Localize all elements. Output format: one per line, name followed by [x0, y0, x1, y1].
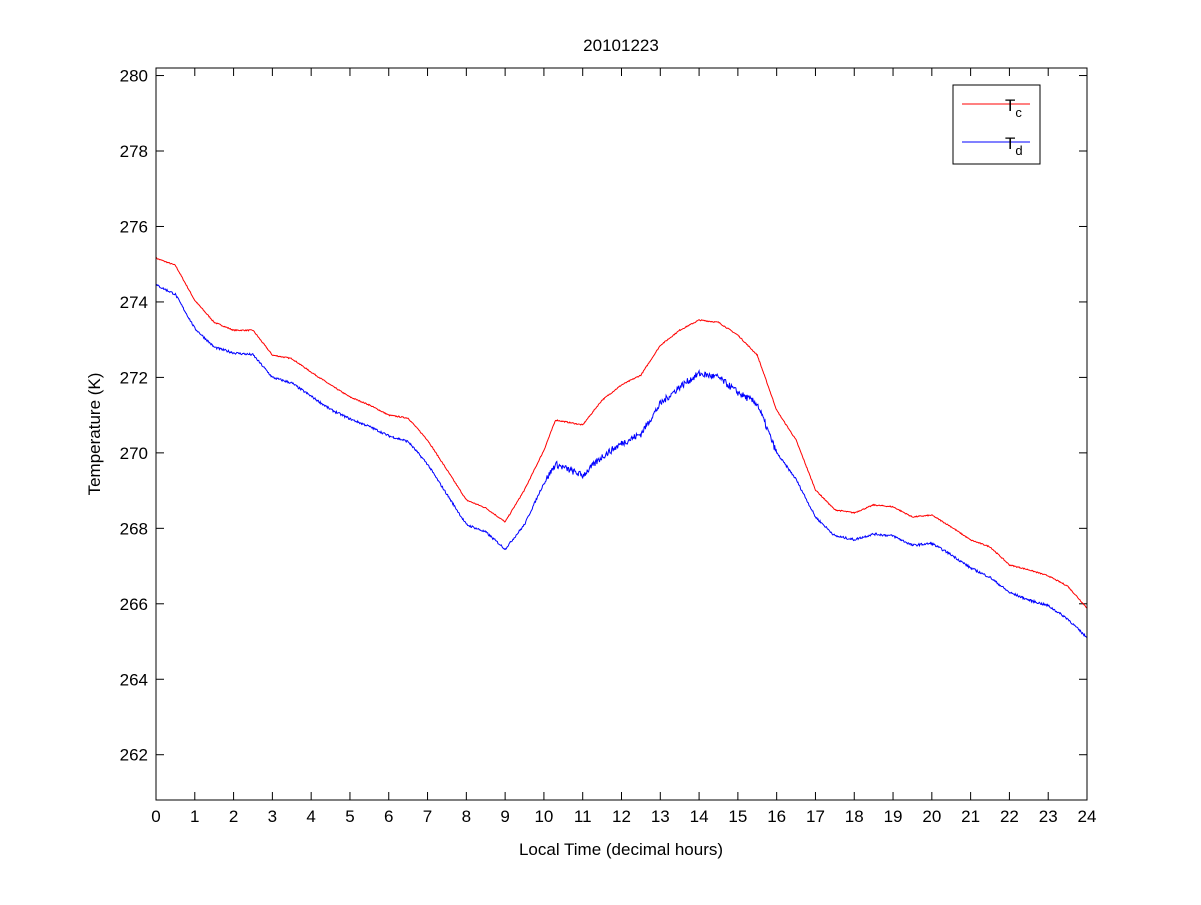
- y-tick-label: 276: [120, 217, 148, 236]
- x-tick-label: 16: [767, 807, 786, 826]
- x-tick-label: 17: [806, 807, 825, 826]
- y-tick-label: 266: [120, 595, 148, 614]
- chart-title: 20101223: [583, 36, 659, 55]
- x-tick-label: 20: [922, 807, 941, 826]
- legend-box: [952, 84, 1041, 165]
- x-tick-label: 21: [961, 807, 980, 826]
- x-tick-label: 19: [884, 807, 903, 826]
- y-tick-label: 262: [120, 746, 148, 765]
- y-tick-label: 278: [120, 142, 148, 161]
- y-tick-label: 274: [120, 293, 148, 312]
- x-tick-label: 10: [534, 807, 553, 826]
- x-tick-label: 3: [268, 807, 277, 826]
- legend-label-tc-sub: c: [1015, 105, 1022, 120]
- legend: Tc Td: [952, 84, 1041, 165]
- x-tick-label: 23: [1039, 807, 1058, 826]
- x-tick-label: 9: [500, 807, 509, 826]
- legend-label-tc: Tc: [1005, 96, 1022, 120]
- x-tick-label: 22: [1000, 807, 1019, 826]
- x-tick-label: 15: [728, 807, 747, 826]
- x-tick-label: 6: [384, 807, 393, 826]
- y-tick-label: 280: [120, 67, 148, 86]
- series-lines: [155, 257, 1088, 639]
- y-axis-label: Temperature (K): [85, 373, 104, 496]
- legend-label-td-main: T: [1005, 134, 1015, 153]
- x-tick-label: 2: [229, 807, 238, 826]
- x-tick-label: 8: [462, 807, 471, 826]
- series-line-td: [155, 283, 1088, 639]
- y-tick-label: 272: [120, 368, 148, 387]
- plot-area-frame: [155, 67, 1088, 801]
- y-tick-label: 264: [120, 670, 148, 689]
- series-line-tc: [155, 257, 1088, 609]
- x-tick-label: 24: [1078, 807, 1097, 826]
- legend-label-td-sub: d: [1015, 143, 1022, 158]
- x-axis-label: Local Time (decimal hours): [519, 840, 723, 859]
- x-tick-label: 18: [845, 807, 864, 826]
- axis-ticks: 0 1 2 3 4 5 6 7 8 9 10 11 12 13 14 15 16 17 18 19 20 21 22 23 24…: [120, 67, 1097, 826]
- x-tick-label: 5: [345, 807, 354, 826]
- x-tick-label: 13: [651, 807, 670, 826]
- x-tick-label: 12: [612, 807, 631, 826]
- y-tick-label: 268: [120, 519, 148, 538]
- x-tick-label: 4: [306, 807, 315, 826]
- legend-label-td: Td: [1005, 134, 1023, 158]
- y-tick-label: 270: [120, 444, 148, 463]
- x-tick-label: 0: [151, 807, 160, 826]
- x-tick-label: 14: [690, 807, 709, 826]
- x-tick-label: 7: [423, 807, 432, 826]
- x-tick-label: 11: [574, 807, 592, 826]
- legend-label-tc-main: T: [1005, 96, 1015, 115]
- x-tick-label: 1: [190, 807, 199, 826]
